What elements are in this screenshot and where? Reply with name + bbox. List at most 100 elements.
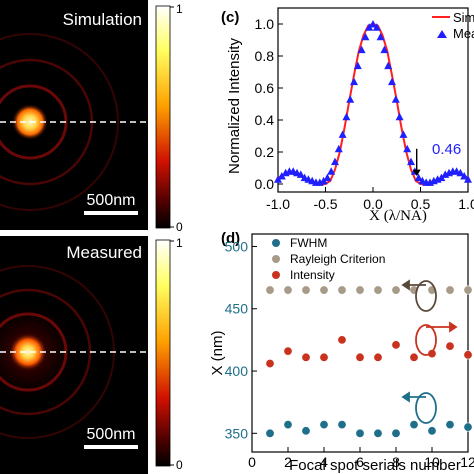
measured-point [357,45,366,54]
intensity-point [427,349,437,359]
rayleigh-point [265,285,275,295]
x-axis-label: Focal spot serials number [289,457,461,474]
legend-label-measured: Measured [453,26,474,41]
measured-point [376,32,385,41]
x-tick-label: -1.0 [266,196,290,212]
panel-c-chart: (c) Normalized Intensity X (λ/NA) -1.0 -0… [221,7,474,224]
y-axis-label: X (nm) [209,330,226,375]
x-tick-label: 1.0 [458,196,474,212]
intensity-point [463,350,473,360]
legend: Simulation Measured [432,10,474,41]
rayleigh-point [355,285,365,295]
x-tick-label: 8 [392,454,400,470]
measured-point [437,173,446,182]
intensity-point [355,352,365,362]
fwhm-point [427,426,437,436]
measured-point [380,45,389,54]
measured-point [407,157,415,166]
rayleigh-point [337,285,347,295]
fwhm-point [319,420,329,430]
fwhm-point [373,428,383,438]
intensity-point [391,340,401,350]
measured-point [403,144,412,153]
simulation-image-panel: Simulation 500nm [0,0,148,230]
colorbar-top: 1 0 [155,2,183,234]
x-axis-label: X (λ/NA) [369,208,427,224]
measured-point [346,95,355,103]
y-tick-label: 0.0 [255,176,275,192]
rayleigh-point [319,285,329,295]
fwhm-axis-indicator [401,391,437,424]
y-tick-label: 450 [225,301,249,317]
intensity-point [373,352,383,362]
series-line-simulation [277,22,469,185]
measured-point [338,130,347,138]
rayleigh-axis-indicator [401,279,437,312]
measured-image-panel: Measured 500nm [0,236,148,474]
intensity-point [301,352,311,362]
measured-point [353,61,362,70]
scale-bar-label: 500nm [87,426,136,443]
fwhm-point [463,422,473,432]
panel-d-label: (d) [221,230,240,247]
intensity-point [337,335,347,345]
y-tick-label: 350 [225,425,249,441]
measured-point [372,23,381,31]
measured-point [277,172,286,180]
colorbar-max-label: 1 [176,236,183,250]
legend-label-simulation: Simulation [453,10,474,25]
annotation-arrowhead [412,169,421,176]
rayleigh-point [373,285,383,295]
measured-point [384,61,393,70]
measured-point [399,130,408,138]
x-tick-label: 0.0 [363,196,383,212]
measured-point [319,176,328,185]
legend-marker-measured [437,30,447,38]
measured-point [369,20,377,28]
measured-point [327,167,336,175]
measured-point [361,32,370,41]
measured-point [331,157,339,166]
legend-label-rayleigh: Rayleigh Criterion [290,252,385,266]
fwhm-point [265,428,275,438]
fwhm-point [301,426,311,436]
legend-marker-intensity [272,271,280,279]
rayleigh-point [283,285,293,295]
simulation-label: Simulation [63,10,142,29]
rayleigh-point [445,285,455,295]
x-tick-label: 6 [356,454,364,470]
measured-point [391,95,400,103]
x-tick-label: 0.5 [411,196,431,212]
measured-point [388,77,396,86]
measured-point [323,173,332,182]
y-tick-label: 0.8 [255,48,275,64]
y-tick-label: 500 [225,238,249,254]
measured-point [365,23,374,31]
intensity-point [265,359,275,369]
measured-point [395,112,404,121]
colorbar-max-label: 1 [176,2,183,16]
x-tick-label: 10 [424,454,440,470]
intensity-axis-indicator [415,321,458,356]
measured-point [296,170,305,178]
x-tick-label: 4 [320,454,328,470]
y-tick-label: 0.6 [255,80,275,96]
intensity-point [319,352,329,362]
intensity-point [409,352,419,362]
colorbar-bottom: 1 0 [155,236,183,472]
measured-point [274,175,282,183]
fwhm-point [409,420,419,430]
y-tick-label: 400 [225,363,249,379]
y-tick-label: 0.2 [255,144,275,160]
measured-label: Measured [66,243,142,262]
legend-marker-fwhm [272,239,280,247]
fwhm-point [391,428,401,438]
legend: FWHM Rayleigh Criterion Intensity [272,236,385,282]
x-tick-label: 12 [460,454,474,470]
legend-label-fwhm: FWHM [290,236,327,250]
measured-point [460,172,469,180]
panel-c-label: (c) [221,9,239,26]
legend-marker-rayleigh [272,255,280,263]
measured-point [456,168,465,177]
